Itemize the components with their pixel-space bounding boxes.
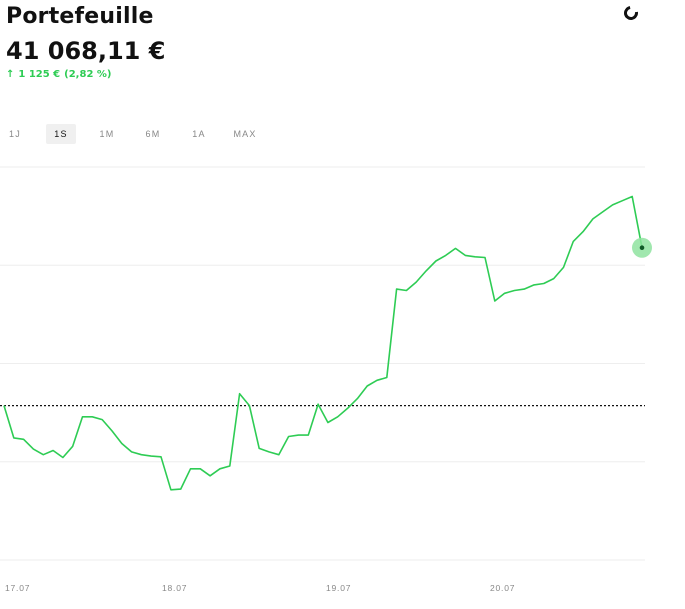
- portfolio-change: ↑ 1 125 € (2,82 %): [6, 68, 165, 82]
- x-tick-label: 20.07: [490, 583, 515, 593]
- last-point-marker: [639, 245, 645, 251]
- arrow-up-icon: ↑: [6, 69, 15, 80]
- range-button-max[interactable]: MAX: [233, 129, 257, 139]
- change-percent: (2,82 %): [64, 69, 112, 80]
- range-button-1m[interactable]: 1M: [99, 129, 115, 139]
- portfolio-value: 41 068,11 €: [6, 37, 166, 65]
- spinner-icon: [621, 3, 641, 23]
- range-button-6m[interactable]: 6M: [145, 129, 161, 139]
- range-button-1a[interactable]: 1A: [192, 129, 206, 139]
- change-amount: 1 125 €: [18, 69, 61, 80]
- page-title: Portefeuille: [6, 4, 154, 29]
- range-button-1s[interactable]: 1S: [46, 124, 76, 144]
- header: Portefeuille 41 068,11 € ↑ 1 125 € (2,82…: [6, 2, 165, 82]
- portfolio-chart: 17.07 18.07 19.07 20.07: [0, 166, 652, 593]
- x-tick-label: 18.07: [162, 583, 187, 593]
- range-button-1j[interactable]: 1J: [9, 129, 21, 139]
- range-selector: 1J 1S 1M 6M 1A MAX: [0, 124, 276, 144]
- series-line: [3, 195, 643, 491]
- x-tick-label: 17.07: [5, 583, 30, 593]
- x-tick-label: 19.07: [326, 583, 351, 593]
